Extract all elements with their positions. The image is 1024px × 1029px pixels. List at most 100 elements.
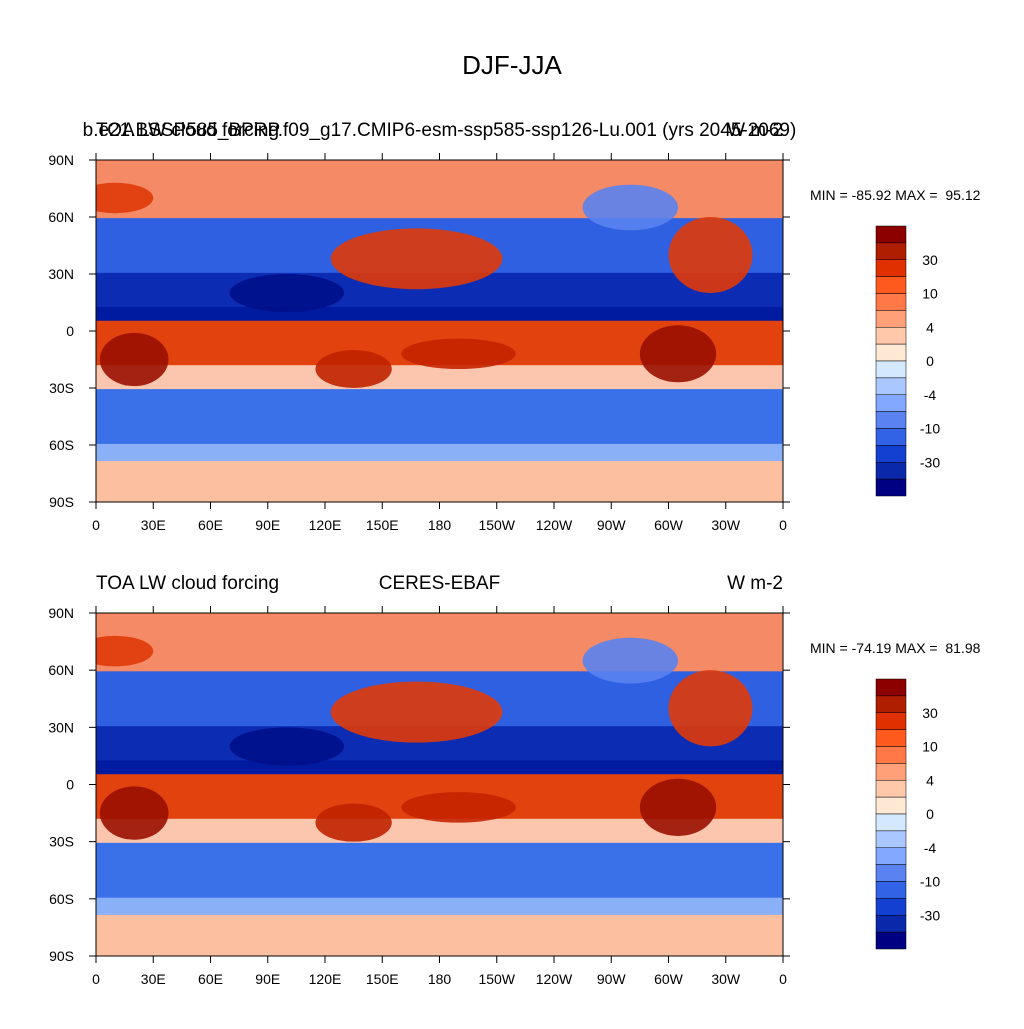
lon-label: 0 xyxy=(779,971,787,987)
colorbar-box xyxy=(875,712,907,730)
colorbar-box xyxy=(875,763,907,781)
field-band xyxy=(96,307,783,322)
field-band xyxy=(96,460,783,502)
min-max: MIN = -74.19 MAX = 81.98 xyxy=(810,640,981,656)
field-band xyxy=(96,760,783,775)
panel-right-title: W m-2 xyxy=(727,120,783,141)
colorbar-box xyxy=(875,428,907,446)
field-blob xyxy=(229,274,345,312)
lat-label: 0 xyxy=(66,323,74,339)
lon-label: 60W xyxy=(654,971,684,987)
panel-center-title: CERES-EBAF xyxy=(379,573,500,594)
colorbar-box xyxy=(875,259,907,277)
lon-label: 150E xyxy=(366,517,399,533)
colorbar-box xyxy=(875,343,907,362)
figure-title: DJF-JJA xyxy=(462,50,562,80)
colorbar-label: -4 xyxy=(924,387,937,403)
lat-label: 0 xyxy=(66,777,74,793)
field-blob xyxy=(96,182,154,214)
colorbar-box xyxy=(875,327,907,345)
lon-label: 0 xyxy=(779,517,787,533)
colorbar-box xyxy=(875,796,907,815)
field-blob xyxy=(668,217,753,293)
field-blob xyxy=(315,350,392,388)
colorbar-label: 10 xyxy=(922,739,938,755)
field-band xyxy=(96,443,783,462)
lat-label: 90S xyxy=(49,494,74,510)
colorbar-box xyxy=(875,881,907,899)
lon-label: 60W xyxy=(654,517,684,533)
colorbar-box xyxy=(875,462,907,480)
colorbar-label: -30 xyxy=(920,907,940,923)
colorbar-box xyxy=(875,411,907,429)
field-blob xyxy=(315,803,392,842)
lon-label: 180 xyxy=(428,517,452,533)
field-band xyxy=(96,389,783,445)
colorbar-box xyxy=(875,478,907,497)
lat-label: 30S xyxy=(49,834,74,850)
field-band xyxy=(96,613,783,672)
lon-label: 90E xyxy=(255,971,280,987)
lon-label: 30E xyxy=(141,517,166,533)
lon-label: 0 xyxy=(92,517,100,533)
lon-label: 180 xyxy=(428,971,452,987)
lat-label: 60S xyxy=(49,437,74,453)
lat-label: 30S xyxy=(49,380,74,396)
lon-label: 120E xyxy=(309,517,342,533)
colorbar-box xyxy=(875,276,907,294)
colorbar-box xyxy=(875,242,907,260)
lon-label: 30W xyxy=(711,517,741,533)
panel-center-title: b.e21.BSSP585_BPRP.f09_g17.CMIP6-esm-ssp… xyxy=(83,120,797,141)
lon-label: 30W xyxy=(711,971,741,987)
colorbar-box xyxy=(875,729,907,747)
field-blob xyxy=(229,727,345,766)
lon-label: 60E xyxy=(198,517,223,533)
field-band xyxy=(96,914,783,956)
field-band xyxy=(96,160,783,219)
colorbar-box xyxy=(875,678,907,697)
field-blob xyxy=(582,637,679,684)
colorbar-label: -30 xyxy=(920,454,940,470)
field-blob xyxy=(668,670,753,747)
colorbar-label: 0 xyxy=(926,806,934,822)
colorbar-box xyxy=(875,898,907,916)
lon-label: 90W xyxy=(597,517,627,533)
colorbar-box xyxy=(875,813,907,832)
field-band xyxy=(96,897,783,916)
field-blob xyxy=(330,228,503,290)
colorbar-box xyxy=(875,847,907,865)
colorbar-label: -10 xyxy=(920,874,940,890)
lat-label: 90N xyxy=(48,605,74,621)
colorbar-box xyxy=(875,360,907,379)
colorbar-box xyxy=(875,830,907,848)
lat-label: 30N xyxy=(48,719,74,735)
lat-label: 30N xyxy=(48,266,74,282)
colorbar-box xyxy=(875,377,907,395)
lon-label: 120W xyxy=(536,971,573,987)
lon-label: 150W xyxy=(478,517,515,533)
lat-label: 90N xyxy=(48,152,74,168)
lon-label: 90E xyxy=(255,517,280,533)
colorbar-box xyxy=(875,225,907,244)
colorbar-box xyxy=(875,695,907,713)
panel-left-title: TOA LW cloud forcing xyxy=(96,573,279,594)
panel-right-title: W m-2 xyxy=(727,573,783,594)
colorbar-label: 10 xyxy=(922,286,938,302)
field-blob xyxy=(401,338,516,369)
field-band xyxy=(96,842,783,899)
field-blob xyxy=(639,325,717,383)
lat-label: 60N xyxy=(48,209,74,225)
colorbar-box xyxy=(875,394,907,412)
colorbar-box xyxy=(875,293,907,311)
field-blob xyxy=(582,184,679,231)
field-blob xyxy=(401,792,516,823)
colorbar-box xyxy=(875,915,907,933)
lon-label: 60E xyxy=(198,971,223,987)
lon-label: 120E xyxy=(309,971,342,987)
map-field xyxy=(96,613,783,956)
colorbar-label: -10 xyxy=(920,421,940,437)
colorbar-box xyxy=(875,310,907,328)
panel-left-title: TOA LW cloud forcing xyxy=(96,120,279,141)
lon-label: 150W xyxy=(478,971,515,987)
